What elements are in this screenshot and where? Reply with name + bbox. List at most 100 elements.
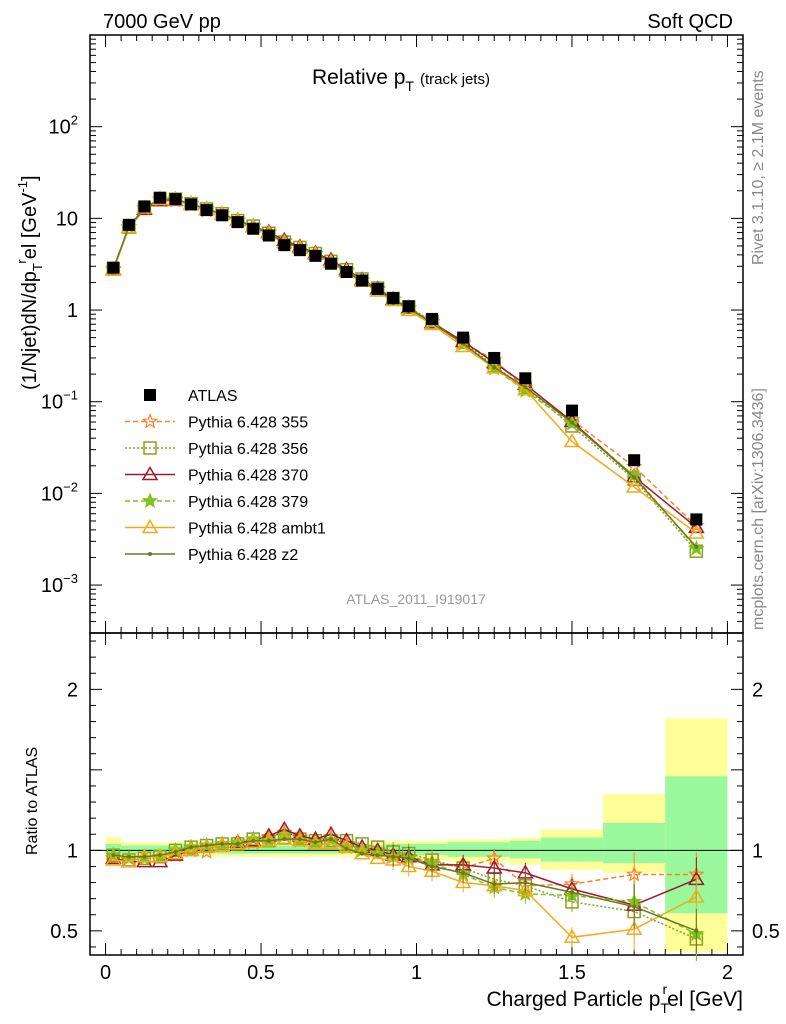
ratio-point xyxy=(220,841,225,846)
ratio-point xyxy=(120,853,138,868)
atlas-point xyxy=(262,229,275,242)
ratio-point xyxy=(182,841,200,857)
legend-marker xyxy=(143,441,157,455)
y-tick-label: 10−2 xyxy=(41,479,78,505)
legend-label: ATLAS xyxy=(188,388,238,405)
ratio-point xyxy=(266,838,271,843)
ratio-uncertainty-bands xyxy=(90,718,743,952)
x-tick-label: 0 xyxy=(100,962,111,984)
atlas-point xyxy=(247,222,260,235)
atlas-point xyxy=(457,331,470,344)
ratio-point xyxy=(251,838,256,843)
ratio-point xyxy=(430,864,435,869)
chart-title: Relative pT (track jets) xyxy=(312,66,490,94)
ratio-point xyxy=(276,830,293,845)
ratio-point xyxy=(569,890,574,895)
atlas-point xyxy=(324,257,337,270)
header-left: 7000 GeV pp xyxy=(103,11,221,33)
ratio-y-tick-label-right: 1 xyxy=(752,840,763,862)
band-green xyxy=(447,842,510,857)
atlas-point xyxy=(565,404,578,417)
ratio-point xyxy=(688,888,705,903)
atlas-point xyxy=(371,282,384,295)
ratio-point xyxy=(625,920,643,935)
atlas-point xyxy=(309,249,322,262)
header-right: Soft QCD xyxy=(647,11,733,33)
atlas-point xyxy=(216,209,229,222)
legend-label: Pythia 6.428 z2 xyxy=(188,547,298,564)
y-tick-label: 10−3 xyxy=(41,571,78,597)
series-point xyxy=(523,385,528,390)
ratio-point xyxy=(375,853,380,858)
series-point xyxy=(485,359,503,374)
legend-label: Pythia 6.428 379 xyxy=(188,494,308,511)
ratio-point xyxy=(632,904,637,909)
ratio-point xyxy=(313,840,318,845)
series-point xyxy=(625,478,643,493)
x-tick-label: 1 xyxy=(411,962,422,984)
ratio-y-tick-label: 1 xyxy=(67,840,78,862)
atlas-point xyxy=(185,198,198,211)
ratio-point xyxy=(360,851,365,856)
ratio-point xyxy=(517,882,534,897)
ratio-y-tick-label: 2 xyxy=(67,679,78,701)
ratio-point xyxy=(204,843,209,848)
ratio-point xyxy=(400,857,418,873)
ratio-point xyxy=(625,865,643,882)
ratio-point xyxy=(297,837,302,842)
legend-label: Pythia 6.428 ambt1 xyxy=(188,521,326,538)
ratio-point xyxy=(322,835,340,850)
atlas-point xyxy=(519,372,532,385)
x-tick-label: 1.5 xyxy=(558,962,586,984)
atlas-point xyxy=(387,292,400,305)
ratio-point xyxy=(142,854,147,859)
ratio-point xyxy=(369,849,386,865)
series-point xyxy=(517,381,534,396)
band-green xyxy=(385,843,448,856)
ratio-point xyxy=(406,856,411,861)
legend-marker xyxy=(141,492,159,509)
atlas-data xyxy=(107,191,703,526)
ratio-point xyxy=(523,880,528,885)
atlas-point xyxy=(107,261,120,274)
ratio-series-5 xyxy=(111,837,699,953)
main-frame xyxy=(89,34,744,634)
atlas-point xyxy=(426,312,439,325)
atlas-point xyxy=(278,239,291,252)
series-point xyxy=(492,365,497,370)
atlas-point xyxy=(231,216,244,229)
x-tick-label: 2 xyxy=(722,962,733,984)
atlas-point xyxy=(153,191,166,204)
ratio-point xyxy=(694,928,699,933)
legend-label: Pythia 6.428 356 xyxy=(188,441,308,458)
ratio-point xyxy=(461,870,466,875)
y-tick-label: 102 xyxy=(49,113,78,139)
ratio-axes: 0 0.5 1 1.5 2 0.5 0.5 1 1 2 2 xyxy=(50,633,780,984)
y-tick-label: 10 xyxy=(56,208,78,230)
ratio-point xyxy=(173,849,178,854)
ratio-point xyxy=(454,874,472,889)
atlas-point xyxy=(488,351,501,364)
atlas-point xyxy=(356,274,369,287)
atlas-point xyxy=(169,193,182,206)
atlas-point xyxy=(138,200,151,213)
y-axis-label-ratio: Ratio to ATLAS xyxy=(24,747,41,855)
atlas-point xyxy=(628,454,641,467)
series-point xyxy=(694,545,699,550)
y-tick-label: 10−1 xyxy=(41,388,78,414)
legend-label: Pythia 6.428 370 xyxy=(188,468,308,485)
ratio-point xyxy=(189,845,194,850)
legend-marker xyxy=(141,412,159,429)
y-tick-label: 1 xyxy=(67,300,78,322)
ratio-point xyxy=(492,882,497,887)
x-axis-label: Charged Particle pTrel [GeV] xyxy=(486,981,743,1016)
ratio-point xyxy=(282,837,287,842)
atlas-point xyxy=(402,300,415,313)
analysis-tag: ATLAS_2011_I919017 xyxy=(346,591,486,607)
band-green xyxy=(121,845,386,854)
ratio-point xyxy=(563,928,581,944)
atlas-point xyxy=(293,244,306,257)
atlas-point xyxy=(340,265,353,278)
legend-marker xyxy=(144,389,156,401)
